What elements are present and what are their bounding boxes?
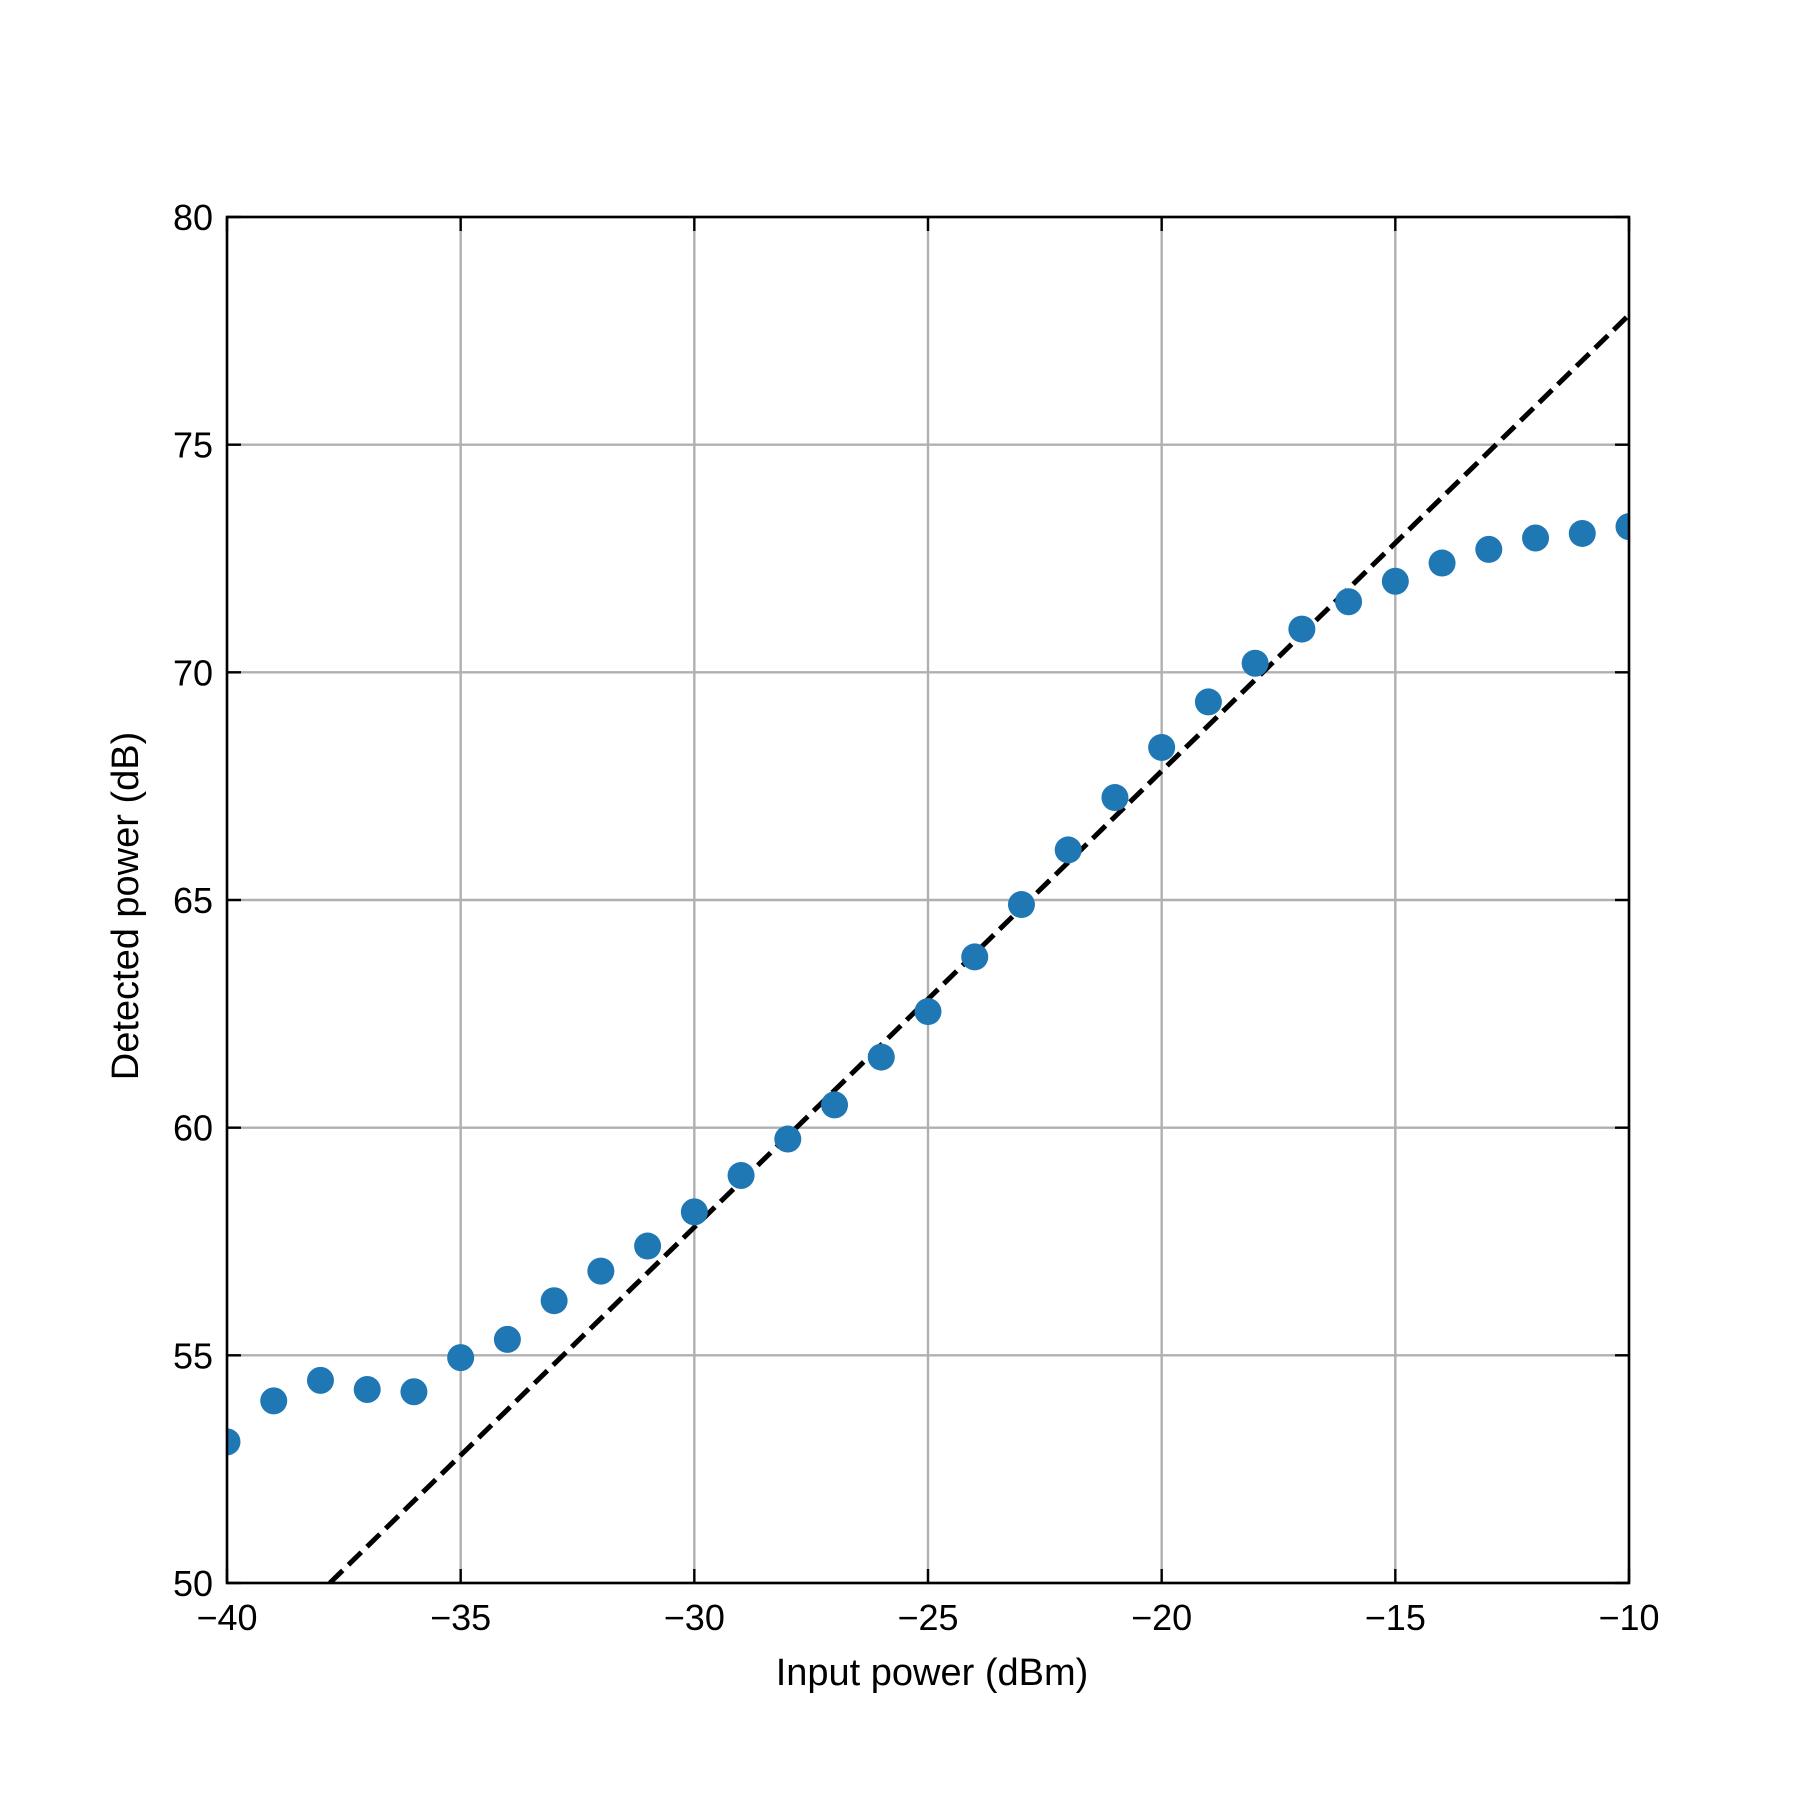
data-point	[680, 1198, 708, 1226]
data-point	[540, 1287, 568, 1315]
data-point	[1007, 891, 1035, 919]
y-tick-label: 70	[173, 652, 213, 693]
data-point	[961, 943, 989, 971]
data-point	[634, 1232, 662, 1260]
data-point	[587, 1257, 615, 1285]
data-point	[1101, 784, 1129, 812]
data-point	[1475, 535, 1503, 563]
data-point	[1335, 588, 1363, 616]
x-tick-label: −40	[196, 1597, 257, 1638]
x-tick-label: −15	[1365, 1597, 1426, 1638]
data-point	[1194, 688, 1222, 716]
data-point	[867, 1043, 895, 1071]
data-point	[306, 1366, 334, 1394]
data-point	[727, 1161, 755, 1189]
data-point	[1288, 615, 1316, 643]
data-point	[493, 1325, 521, 1353]
y-tick-label: 50	[173, 1563, 213, 1604]
x-tick-label: −25	[897, 1597, 958, 1638]
data-point	[353, 1375, 381, 1403]
x-axis-label: Input power (dBm)	[776, 1652, 1089, 1694]
y-tick-label: 55	[173, 1335, 213, 1376]
data-point	[1615, 513, 1629, 541]
x-tick-label: −30	[664, 1597, 725, 1638]
x-tick-label: −35	[430, 1597, 491, 1638]
fit-line	[328, 313, 1629, 1583]
x-tick-label: −10	[1598, 1597, 1659, 1638]
y-tick-label: 65	[173, 880, 213, 921]
data-point	[1148, 733, 1176, 761]
y-tick-label: 75	[173, 425, 213, 466]
axes-frame-layer	[225, 215, 1631, 1585]
data-point	[400, 1378, 428, 1406]
data-point	[227, 1428, 241, 1456]
data-point	[1522, 524, 1550, 552]
data-point	[774, 1125, 802, 1153]
data-point	[1568, 519, 1596, 547]
x-tick-label: −20	[1131, 1597, 1192, 1638]
data-point	[1054, 836, 1082, 864]
grid-layer	[225, 215, 1631, 1585]
data-point	[914, 998, 942, 1026]
data-point	[1241, 649, 1269, 677]
data-point	[1428, 549, 1456, 577]
tick-labels-layer: −40 −35 −30 −25 −20 −15 −10 50 55 60 65 70 75 80	[173, 197, 1660, 1638]
y-tick-label: 80	[173, 197, 213, 238]
data-points-layer	[227, 513, 1629, 1456]
fit-line-layer	[328, 313, 1629, 1583]
data-point	[1381, 567, 1409, 595]
data-point	[447, 1344, 475, 1372]
y-axis-label: Detected power (dB)	[105, 732, 147, 1081]
y-tick-label: 60	[173, 1108, 213, 1149]
data-point	[821, 1091, 849, 1119]
data-point	[260, 1387, 288, 1415]
